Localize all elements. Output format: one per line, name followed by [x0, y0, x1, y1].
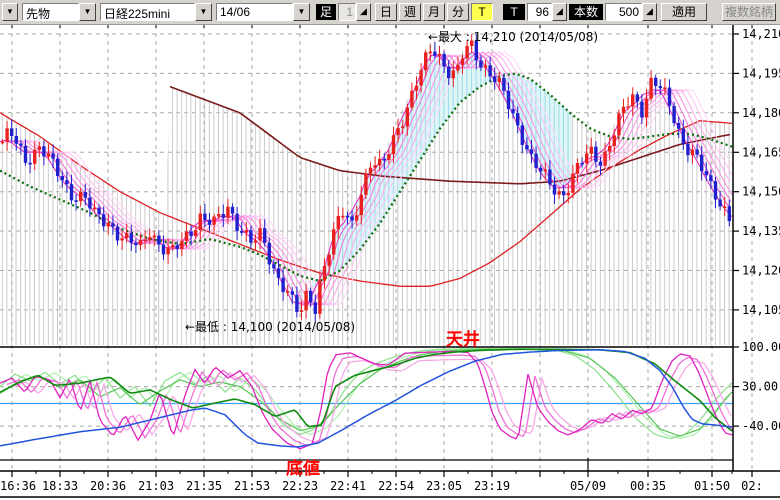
time-axis-label: 23:19: [474, 479, 510, 493]
annotation-text: ←最大 : 14,210 (2014/05/08): [428, 30, 598, 44]
contract-month-combo-value: 14/06: [216, 2, 293, 21]
dropdown-arrow-icon[interactable]: ▼: [79, 2, 96, 21]
dropdown-arrow-icon[interactable]: ▼: [195, 2, 212, 21]
spinner-icon[interactable]: ◢: [356, 2, 371, 21]
apply-button[interactable]: 適用: [661, 2, 707, 21]
time-axis-label: 05/09: [570, 479, 606, 493]
time-axis-label: 22:54: [378, 479, 414, 493]
price-axis-label: 14,120: [742, 264, 780, 278]
annotation-text: ←最低 : 14,100 (2014/05/08): [185, 320, 355, 334]
contract-month-combo[interactable]: 14/06 ▼: [216, 2, 310, 21]
tick-unit-value[interactable]: 96: [527, 2, 552, 21]
long-term-ma-line: [169, 85, 731, 185]
market-combo[interactable]: 先物 ▼: [22, 2, 96, 21]
dotted-green-ma-line: [0, 72, 733, 283]
time-axis-label: 23:05: [426, 479, 462, 493]
oscillator-mid-green-line: [0, 348, 733, 437]
candlestick-series: [0, 34, 731, 324]
time-axis-label: 22:41: [330, 479, 366, 493]
axes: 14,210 14,195 14,180 14,165 14,150 14,135 14,1…: [0, 25, 780, 498]
time-axis-label: 18:33: [42, 479, 78, 493]
bar-count-label: 本数: [569, 3, 603, 20]
period-day-button[interactable]: 日: [375, 2, 397, 21]
deviation-band: [312, 52, 572, 296]
bar-type-label: 足: [316, 3, 336, 20]
time-axis-label: 21:03: [138, 479, 174, 493]
chart-canvas: 14,210 14,195 14,180 14,165 14,150 14,135 14,1…: [0, 25, 780, 498]
collapse-dropdown-button[interactable]: ▼: [2, 2, 18, 21]
bar-interval-value: 1: [338, 2, 356, 21]
market-combo-value: 先物: [22, 2, 79, 21]
slow-ma-line: [0, 112, 733, 287]
multi-symbol-button[interactable]: 複数銘柄: [722, 2, 776, 21]
period-minute-button[interactable]: 分: [447, 2, 469, 21]
chart-area[interactable]: 14,210 14,195 14,180 14,165 14,150 14,135 14,1…: [0, 25, 780, 500]
time-axis-label: 21:53: [234, 479, 270, 493]
time-axis-label: 00:35: [630, 479, 666, 493]
oscillator-magenta-line: [13, 358, 732, 443]
bar-count-spinner[interactable]: 500 ◢: [605, 2, 657, 21]
period-tick-button[interactable]: T: [471, 2, 493, 21]
spinner-icon[interactable]: ◢: [642, 2, 657, 21]
time-axis-label: 20:36: [90, 479, 126, 493]
symbol-combo[interactable]: 日経225mini ▼: [100, 2, 212, 21]
tick-unit-label: T: [503, 3, 525, 20]
price-axis-label: 14,165: [742, 145, 780, 159]
toolbar: ▼ 先物 ▼ 日経225mini ▼ 14/06 ▼ 足 1 ◢ 日 週 月 分: [0, 0, 780, 25]
time-axis-label: 22:23: [282, 479, 318, 493]
oscillator-blue-line: [0, 349, 733, 448]
annotation-text: 天井: [446, 329, 480, 350]
time-axis-label: 16:36: [0, 479, 36, 493]
time-axis-label: 02:: [741, 479, 763, 493]
oscillator-axis-label: -40.00: [742, 419, 780, 433]
period-month-button[interactable]: 月: [423, 2, 445, 21]
price-axis-label: 14,180: [742, 106, 780, 120]
price-axis-label: 14,105: [742, 303, 780, 317]
oscillator-magenta-line: [0, 350, 733, 450]
bar-count-value[interactable]: 500: [605, 2, 642, 21]
oscillator-pane: [0, 348, 734, 450]
price-axis-label: 14,210: [742, 27, 780, 41]
symbol-combo-value: 日経225mini: [100, 2, 195, 21]
oscillator-fast-green-line: [0, 348, 733, 439]
dropdown-arrow-icon: ▼: [6, 7, 14, 16]
price-axis-label: 14,150: [742, 185, 780, 199]
annotation-text: 底値: [286, 458, 320, 479]
tick-unit-spinner[interactable]: 96 ◢: [527, 2, 567, 21]
chart-annotations: ←最大 : 14,210 (2014/05/08) ←最低 : 14,100 (2…: [185, 30, 598, 479]
price-axis-label: 14,135: [742, 224, 780, 238]
spinner-icon[interactable]: ◢: [552, 2, 567, 21]
bar-interval-spinner[interactable]: 1 ◢: [338, 2, 371, 21]
period-week-button[interactable]: 週: [399, 2, 421, 21]
dropdown-arrow-icon[interactable]: ▼: [293, 2, 310, 21]
time-axis-label: 21:35: [186, 479, 222, 493]
price-axis-label: 14,195: [742, 66, 780, 80]
oscillator-axis-label: 30.00: [742, 380, 778, 394]
time-axis-label: 01:50: [694, 479, 730, 493]
oscillator-axis-label: 100.00: [742, 340, 780, 354]
